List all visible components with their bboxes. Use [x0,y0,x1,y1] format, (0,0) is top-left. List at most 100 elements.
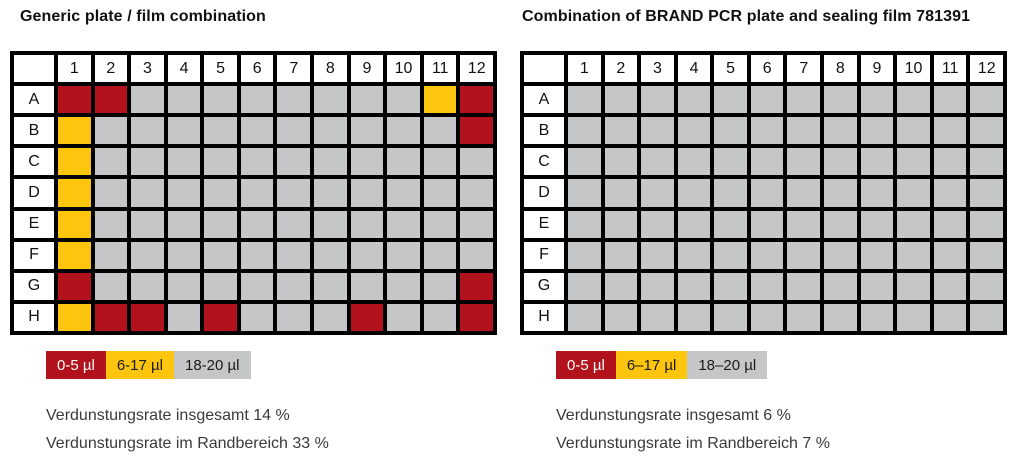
well-E2 [604,210,638,238]
well-B2 [94,117,128,145]
well-F10 [387,241,420,269]
well-A6 [240,86,274,114]
well-G12 [460,272,493,300]
row-header-G: G [524,272,564,300]
well-D10 [387,179,420,207]
column-header-7: 7 [787,55,821,83]
well-G11 [423,272,457,300]
well-H6 [240,303,274,331]
well-C1 [568,148,601,176]
well-G3 [641,272,674,300]
panel-title-brand: Combination of BRAND PCR plate and seali… [522,8,971,25]
well-F4 [677,241,711,269]
well-C10 [897,148,930,176]
row-header-B: B [524,117,564,145]
well-E2 [94,210,128,238]
well-D5 [714,179,747,207]
well-B3 [131,117,164,145]
well-E8 [824,210,857,238]
well-plate-grid-brand: 1 2 3 4 5 6 7 8 9 10 11 12 A B C D E F G H [520,51,1007,335]
legend-item-gray: 18-20 µl [174,351,251,379]
well-F11 [933,241,967,269]
well-D2 [94,179,128,207]
well-B12 [460,117,493,145]
well-F3 [641,241,674,269]
well-E1 [58,210,91,238]
row-header-F: F [524,241,564,269]
well-C5 [714,148,747,176]
well-F1 [568,241,601,269]
well-G5 [204,272,237,300]
well-G9 [860,272,894,300]
well-E8 [314,210,347,238]
column-header-8: 8 [314,55,347,83]
well-E3 [641,210,674,238]
well-F12 [460,241,493,269]
well-F7 [787,241,821,269]
well-G12 [970,272,1003,300]
well-H7 [787,303,821,331]
well-H12 [970,303,1003,331]
well-G5 [714,272,747,300]
column-header-3: 3 [131,55,164,83]
well-D3 [641,179,674,207]
well-C8 [314,148,347,176]
well-A7 [787,86,821,114]
well-G11 [933,272,967,300]
well-A1 [568,86,601,114]
well-H8 [824,303,857,331]
column-header-10: 10 [387,55,420,83]
volume-legend-generic: 0-5 µl 6-17 µl 18-20 µl [46,351,510,379]
well-G10 [897,272,930,300]
stats-brand: Verdunstungsrate insgesamt 6 % Verdunstu… [556,402,1020,458]
row-header-D: D [524,179,564,207]
well-F2 [604,241,638,269]
well-A3 [131,86,164,114]
well-D6 [240,179,274,207]
well-F2 [94,241,128,269]
row-header-E: E [524,210,564,238]
well-G1 [568,272,601,300]
well-F8 [314,241,347,269]
well-B9 [350,117,384,145]
well-H11 [423,303,457,331]
well-H11 [933,303,967,331]
well-B10 [387,117,420,145]
well-H10 [897,303,930,331]
well-D1 [58,179,91,207]
well-B4 [167,117,201,145]
well-H1 [568,303,601,331]
row-header-G: G [14,272,54,300]
well-D2 [604,179,638,207]
well-H10 [387,303,420,331]
well-A1 [58,86,91,114]
well-H3 [641,303,674,331]
well-G2 [604,272,638,300]
column-header-4: 4 [167,55,201,83]
column-header-10: 10 [897,55,930,83]
well-H8 [314,303,347,331]
well-A2 [604,86,638,114]
column-header-4: 4 [677,55,711,83]
well-E12 [460,210,493,238]
well-B2 [604,117,638,145]
well-F5 [714,241,747,269]
well-E3 [131,210,164,238]
well-G1 [58,272,91,300]
well-H12 [460,303,493,331]
well-D5 [204,179,237,207]
well-H2 [604,303,638,331]
well-C8 [824,148,857,176]
well-A6 [750,86,784,114]
well-E6 [750,210,784,238]
well-F9 [860,241,894,269]
well-A12 [970,86,1003,114]
panel-title-generic: Generic plate / film combination [20,8,266,25]
well-B12 [970,117,1003,145]
well-D11 [933,179,967,207]
well-D10 [897,179,930,207]
volume-legend-brand: 0-5 µl 6–17 µl 18–20 µl [556,351,1020,379]
row-header-H: H [524,303,564,331]
